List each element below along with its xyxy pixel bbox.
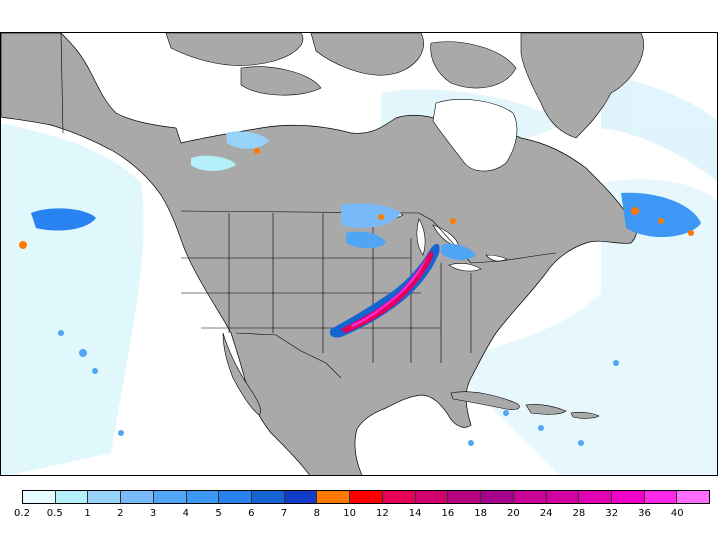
legend-swatch: [448, 491, 482, 503]
legend-swatch: [382, 491, 416, 503]
legend-tick-label: 2: [117, 508, 124, 519]
precip-intense-band: [329, 243, 440, 338]
legend-swatch: [644, 491, 678, 503]
legend-swatch: [611, 491, 645, 503]
legend-tick-label: 32: [605, 508, 619, 519]
precip-orange-spots: [19, 148, 694, 249]
legend-swatch: [546, 491, 580, 503]
legend-swatch: [55, 491, 89, 503]
legend-swatch: [153, 491, 187, 503]
legend-tick-label: 3: [149, 508, 157, 519]
legend-tick-label: 7: [280, 508, 288, 519]
legend-tick-label: 28: [572, 508, 586, 519]
legend-swatch: [284, 491, 318, 503]
legend-swatch: [23, 491, 56, 503]
legend-tick-label: 14: [408, 508, 422, 519]
legend-swatch: [88, 491, 122, 503]
legend-swatch: [513, 491, 547, 503]
legend-tick-label: 8: [313, 508, 321, 519]
legend-swatch: [252, 491, 285, 503]
legend-swatch: [317, 491, 351, 503]
legend-tick-label: 0.5: [46, 508, 63, 519]
legend-swatch: [579, 491, 612, 503]
precip-legend-labels: 0.2 0.5 1 2 3 4 5 6 7 8 10 12 14 16 18 20 24 28 32 36 40: [0, 508, 720, 524]
greenland-landmass: [520, 33, 644, 139]
legend-tick-label: 20: [507, 508, 520, 519]
legend-swatch: [350, 491, 383, 503]
legend-tick-label: 4: [182, 508, 189, 519]
precip-legend-colorbar: [22, 490, 710, 504]
legend-tick-label: 5: [215, 508, 222, 519]
legend-swatch: [481, 491, 514, 503]
legend-swatch: [677, 491, 710, 503]
precip-ocean-speckles: [58, 330, 619, 446]
legend-tick-label: 36: [638, 508, 651, 519]
legend-swatch: [186, 491, 220, 503]
ocean-precip-light: [1, 73, 717, 475]
legend-tick-label: 40: [670, 508, 684, 519]
precip-blue-areas: [31, 131, 701, 261]
legend-swatch: [219, 491, 253, 503]
legend-tick-label: 0.2: [14, 508, 30, 519]
map-canvas: [1, 33, 717, 475]
legend-swatch: [121, 491, 154, 503]
legend-tick-label: 10: [343, 508, 356, 519]
baja-peninsula: [222, 332, 261, 416]
legend-tick-label: 16: [441, 508, 455, 519]
legend-tick-label: 6: [248, 508, 255, 519]
legend-tick-label: 24: [539, 508, 553, 519]
caribbean-islands: [450, 391, 600, 419]
arctic-islands: [165, 33, 517, 96]
precipitation-map: [0, 32, 718, 476]
legend-tick-label: 12: [376, 508, 389, 519]
legend-tick-label: 1: [84, 508, 91, 519]
legend-tick-label: 18: [474, 508, 488, 519]
legend-swatch: [415, 491, 449, 503]
